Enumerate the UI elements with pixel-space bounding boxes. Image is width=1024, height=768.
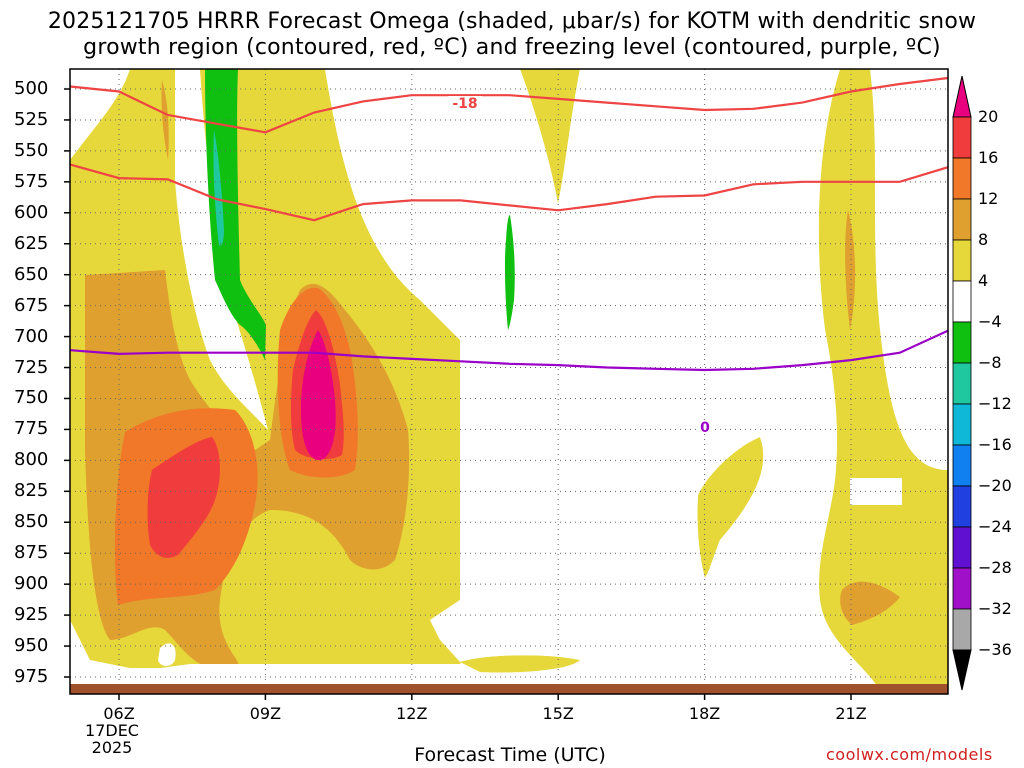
green-region-14z xyxy=(504,215,515,330)
red-region-left xyxy=(147,437,220,558)
teal-region xyxy=(213,130,224,246)
contour-label-purple: 0 xyxy=(700,420,710,436)
credit-text: coolwx.com/models xyxy=(826,745,993,764)
y-tick-marks xyxy=(64,88,70,678)
contour-label-red: -18 xyxy=(452,96,477,112)
y-tick-label-575: 575 xyxy=(14,170,49,192)
y-tick-label-500: 500 xyxy=(14,78,49,99)
x-tick-label-15Z: 15Z xyxy=(542,704,574,723)
colorbar-bin-7 xyxy=(952,362,972,405)
colorbar-bin-12 xyxy=(952,567,972,610)
y-tick-label-675: 675 xyxy=(14,294,49,316)
y-tick-label-750: 750 xyxy=(14,387,49,409)
grid xyxy=(70,69,948,694)
white-gap-mid xyxy=(325,69,880,690)
gold-blob-east xyxy=(840,581,900,625)
colorbar-tick-label: −28 xyxy=(978,558,1012,577)
contour-dgz-minus12 xyxy=(70,163,948,222)
magenta-core xyxy=(300,330,336,461)
contours xyxy=(70,76,948,372)
y-tick-label-725: 725 xyxy=(14,356,49,378)
colorbar-tick-label: −16 xyxy=(978,435,1012,454)
colorbar-bin-1 xyxy=(952,116,972,159)
colorbar-tick-label: −4 xyxy=(978,312,1002,331)
date-label-day: 17DEC xyxy=(85,721,139,740)
y-tick-label-875: 875 xyxy=(14,542,49,564)
x-tick-label-18Z: 18Z xyxy=(688,704,721,723)
colorbar-tick-label: 16 xyxy=(978,148,999,167)
omega-band-minus8-minus12 xyxy=(213,130,224,246)
chart-title-line-1: 2025121705 HRRR Forecast Omega (shaded, … xyxy=(47,9,977,34)
y-tick-label-650: 650 xyxy=(14,263,49,285)
date-label-year: 2025 xyxy=(91,738,133,757)
white-gap-left xyxy=(175,69,268,430)
colorbar-bin-4 xyxy=(952,239,972,282)
colorbar-tick-label: 20 xyxy=(978,107,999,126)
y-tick-label-925: 925 xyxy=(14,604,49,626)
contour-dgz-minus18 xyxy=(70,76,948,134)
contour-label-bg-red xyxy=(448,96,482,110)
y-tick-label-850: 850 xyxy=(14,511,49,533)
gold-spike-east xyxy=(845,210,856,330)
y-tick-label-900: 900 xyxy=(14,573,49,595)
omega-band-gt-20 xyxy=(300,330,336,461)
y-tick-label-625: 625 xyxy=(14,232,49,254)
colorbar-bin-9 xyxy=(952,444,972,487)
colorbar-bin-6 xyxy=(952,321,972,364)
colorbar-bin-3 xyxy=(952,198,972,241)
y-tick-label-800: 800 xyxy=(14,449,49,471)
y-tick-label-975: 975 xyxy=(14,666,49,687)
colorbar-tick-label: −24 xyxy=(978,517,1012,536)
x-tick-label-12Z: 12Z xyxy=(396,704,428,723)
colorbar-bin-gt-20 xyxy=(952,75,972,118)
x-tick-label-09Z: 09Z xyxy=(249,704,282,723)
colorbar-bin-2 xyxy=(952,157,972,200)
ground-bar xyxy=(70,684,948,694)
yellow-region-bottom xyxy=(460,655,580,673)
y-tick-label-950: 950 xyxy=(14,635,49,657)
yellow-region-18z xyxy=(697,437,764,578)
colorbar-tick-label: −36 xyxy=(978,640,1012,659)
colorbar-tick-label: 12 xyxy=(978,189,999,208)
contour-label-bg-purple xyxy=(698,420,712,434)
y-tick-label-550: 550 xyxy=(14,139,49,161)
y-tick-label-825: 825 xyxy=(14,480,49,502)
x-tick-marks xyxy=(118,694,852,700)
contour-freezing-0 xyxy=(70,329,948,372)
colorbar-bin-8 xyxy=(952,403,972,446)
y-tick-label-700: 700 xyxy=(14,325,49,347)
yellow-region-plume-15z xyxy=(520,69,580,204)
colorbar-bin-11 xyxy=(952,526,972,569)
white-hole-bottom xyxy=(158,643,176,666)
colorbar-tick-label: −12 xyxy=(978,394,1012,413)
contour-labels: -18 0 xyxy=(448,96,712,436)
omega-band-minus4-minus8 xyxy=(205,69,515,360)
x-tick-label-06Z: 06Z xyxy=(103,704,135,723)
y-tick-label-600: 600 xyxy=(14,201,49,223)
colorbar-tick-label: −8 xyxy=(978,353,1002,372)
chart-title-line-2: growth region (contoured, red, ºC) and f… xyxy=(83,35,941,60)
colorbar-tick-label: −20 xyxy=(978,476,1012,495)
colorbar-bin-13 xyxy=(952,608,972,651)
colorbar xyxy=(952,75,972,691)
colorbar-bin-lt-minus36 xyxy=(952,649,972,691)
colorbar-bin-5 xyxy=(952,280,972,323)
plot-frame xyxy=(69,68,949,695)
colorbar-bin-10 xyxy=(952,485,972,528)
colorbar-tick-label: −32 xyxy=(978,599,1012,618)
x-tick-label-21Z: 21Z xyxy=(835,704,867,723)
x-axis-label: Forecast Time (UTC) xyxy=(414,744,606,766)
colorbar-tick-label: 8 xyxy=(978,230,989,249)
colorbar-tick-label: 4 xyxy=(978,271,989,290)
green-region-left xyxy=(205,69,266,360)
omega-shading xyxy=(70,69,948,694)
y-tick-label-775: 775 xyxy=(14,418,49,440)
y-tick-label-525: 525 xyxy=(14,108,49,130)
